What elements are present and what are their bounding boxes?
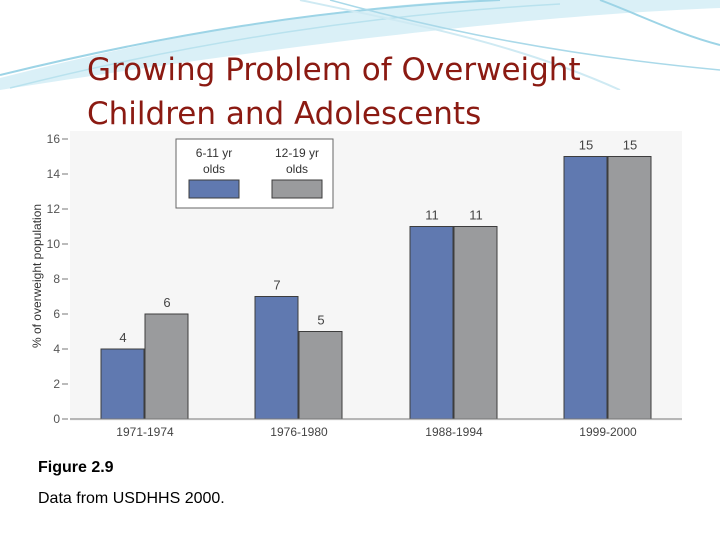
figure-source: Data from USDHHS 2000. [38,490,225,507]
x-category-label-1: 1976-1980 [270,425,328,439]
data-label-age-12-19-0: 6 [163,295,170,310]
wave-band [0,0,720,90]
bar-age-6-11-1 [254,296,299,420]
y-tick-label-0: 0 [53,412,60,426]
data-label-age-6-11-3: 15 [579,138,593,153]
data-label-age-6-11-0: 4 [119,330,126,345]
y-tick-label-3: 6 [53,307,60,321]
bar-chart: 0 2 4 6 8 10 12 14 16 4 6 7 5 11 11 15 15 1971-1974 1976… [30,131,685,447]
data-label-age-6-11-1: 7 [273,278,280,293]
y-tick-label-1: 2 [53,377,60,391]
legend-label-0-line-2: olds [203,162,225,176]
bar-age-6-11-2 [409,226,454,420]
wave-line-1 [0,0,501,76]
y-tick-label-2: 4 [53,342,60,356]
bar-age-6-11-3 [563,156,608,420]
y-tick-label-6: 12 [47,202,61,216]
y-tick-label-8: 16 [47,132,61,146]
bar-age-6-11-0 [100,348,145,420]
data-label-age-6-11-2: 11 [425,208,439,223]
bars: 4 6 7 5 11 11 15 15 [100,138,652,420]
legend-label-0-line-1: 6-11 yr [196,146,232,160]
data-label-age-12-19-1: 5 [317,313,324,328]
header-wave-decoration [0,0,720,90]
slide-title-line-2: Children and Adolescents [87,96,482,132]
bar-age-12-19-1 [298,331,343,420]
bar-age-12-19-2 [453,226,498,420]
x-axis: 1971-1974 1976-1980 1988-1994 1999-2000 [70,418,682,439]
y-axis-title: % of overweight population [30,204,44,348]
legend-swatch-0 [188,179,240,199]
bar-age-12-19-0 [144,313,189,420]
wave-line-3 [299,0,621,90]
data-label-age-12-19-2: 11 [469,208,483,223]
wave-line-4 [329,0,720,71]
legend-label-1-line-2: olds [286,162,308,176]
legend-label-1-line-1: 12-19 yr [275,146,319,160]
y-tick-label-5: 10 [47,237,61,251]
y-tick-label-4: 8 [53,272,60,286]
bar-age-12-19-3 [607,156,652,420]
x-category-label-0: 1971-1974 [116,425,174,439]
x-category-label-3: 1999-2000 [579,425,637,439]
x-category-label-2: 1988-1994 [425,425,483,439]
slide-title: Growing Problem of Overweight Children a… [87,48,687,136]
legend: 6-11 yr olds 12-19 yr olds [175,138,334,209]
data-label-age-12-19-3: 15 [623,138,637,153]
slide-title-line-1: Growing Problem of Overweight [87,52,581,88]
wave-line-5 [599,0,720,46]
wave-line-2 [9,3,561,89]
legend-swatch-1 [271,179,323,199]
figure-label: Figure 2.9 [38,459,114,476]
y-tick-label-7: 14 [47,167,61,181]
y-axis: 0 2 4 6 8 10 12 14 16 [47,132,68,426]
